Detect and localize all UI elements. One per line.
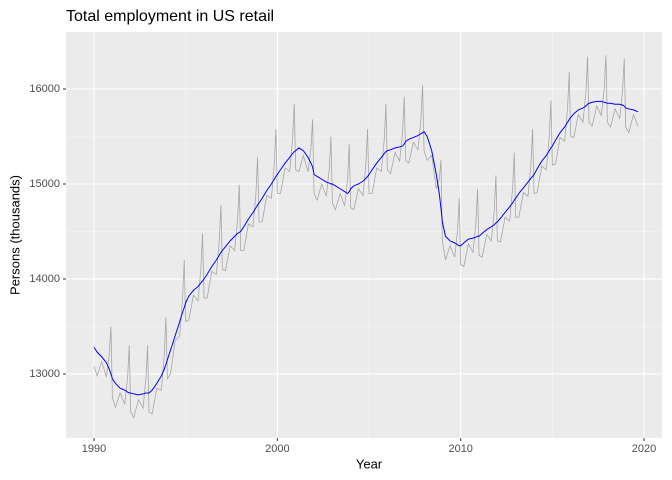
y-tick-label: 16000 — [29, 83, 60, 95]
x-tick-label: 1990 — [82, 443, 106, 455]
x-axis-title: Year — [356, 456, 383, 471]
chart-title: Total employment in US retail — [66, 8, 274, 25]
x-tick-label: 2010 — [448, 443, 472, 455]
series-line — [93, 100, 639, 396]
x-tick-label: 2020 — [632, 443, 656, 455]
y-tick-label: 13000 — [29, 368, 60, 380]
y-axis-title: Persons (thousands) — [7, 175, 22, 295]
panel — [66, 32, 662, 438]
y-tick-label: 15000 — [29, 178, 60, 190]
x-tick-label: 2000 — [265, 443, 289, 455]
y-tick-label: 14000 — [29, 273, 60, 285]
